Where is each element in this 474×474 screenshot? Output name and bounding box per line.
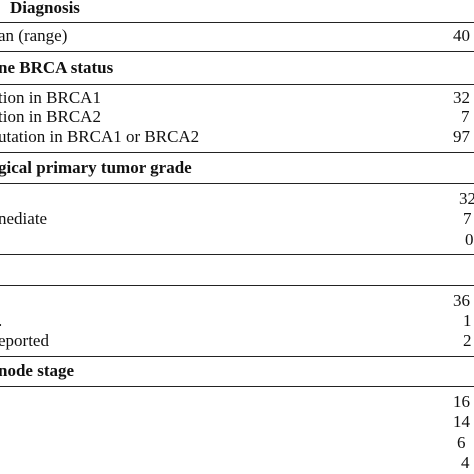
row-value: 36 [453, 291, 470, 310]
section-header-brca-status: ne BRCA status [0, 56, 474, 80]
section-header-label: gical primary tumor grade [0, 158, 192, 177]
row-value: 7 [461, 107, 470, 126]
section-divider [0, 386, 474, 387]
row-label: tion in BRCA1 [0, 88, 101, 107]
table-row: tion in BRCA2 7 [0, 105, 474, 129]
section-header-label: node stage [0, 361, 75, 380]
row-value: 16 [453, 392, 470, 411]
row-value: 14 [453, 412, 470, 431]
row-value: 97 [453, 127, 470, 146]
section-divider [0, 183, 474, 184]
table-row: 36 [0, 289, 474, 313]
table-row: 14 [0, 410, 474, 434]
table-row: utation in BRCA1 or BRCA2 97 [0, 125, 474, 149]
row-value: 32 [453, 88, 470, 107]
section-divider [0, 285, 474, 286]
row-value: 4 [461, 453, 470, 472]
row-label: an (range) [0, 26, 68, 45]
table-row: 0 [0, 228, 474, 252]
table-row: . 1 [0, 309, 474, 333]
section-header-cropped [0, 258, 474, 282]
table-row: nediate 7 [0, 207, 474, 231]
section-divider [0, 254, 474, 255]
section-header-label: ne BRCA status [0, 58, 114, 77]
table-row: 6 [0, 431, 474, 455]
row-value: 6 [457, 433, 466, 452]
row-label: eported [0, 331, 49, 350]
row-value: 40 [453, 26, 470, 45]
table-row: an (range) 40 [0, 24, 474, 48]
row-value: 32 [459, 189, 474, 208]
section-header-node-stage: node stage [0, 359, 474, 383]
table-row: eported 2 [0, 329, 474, 353]
row-label: nediate [0, 209, 48, 228]
section-header-diagnosis: Diagnosis [0, 0, 474, 20]
row-label: . [0, 309, 2, 333]
table-row: 4 [0, 451, 474, 474]
section-header-label: Diagnosis [10, 0, 80, 17]
section-divider [0, 152, 474, 153]
row-value: 0 [465, 230, 474, 249]
section-divider [0, 22, 474, 23]
section-divider [0, 356, 474, 357]
row-label: tion in BRCA2 [0, 107, 101, 126]
table-row: tion in BRCA1 32 [0, 86, 474, 110]
row-value: 1 [463, 311, 472, 330]
section-divider [0, 51, 474, 52]
table-row: 16 [0, 390, 474, 414]
table-row: 32 [0, 187, 474, 211]
row-value: 7 [463, 209, 472, 228]
section-header-tumor-grade: gical primary tumor grade [0, 156, 474, 180]
row-value: 2 [463, 331, 472, 350]
row-label: utation in BRCA1 or BRCA2 [0, 127, 200, 146]
section-divider [0, 84, 474, 85]
